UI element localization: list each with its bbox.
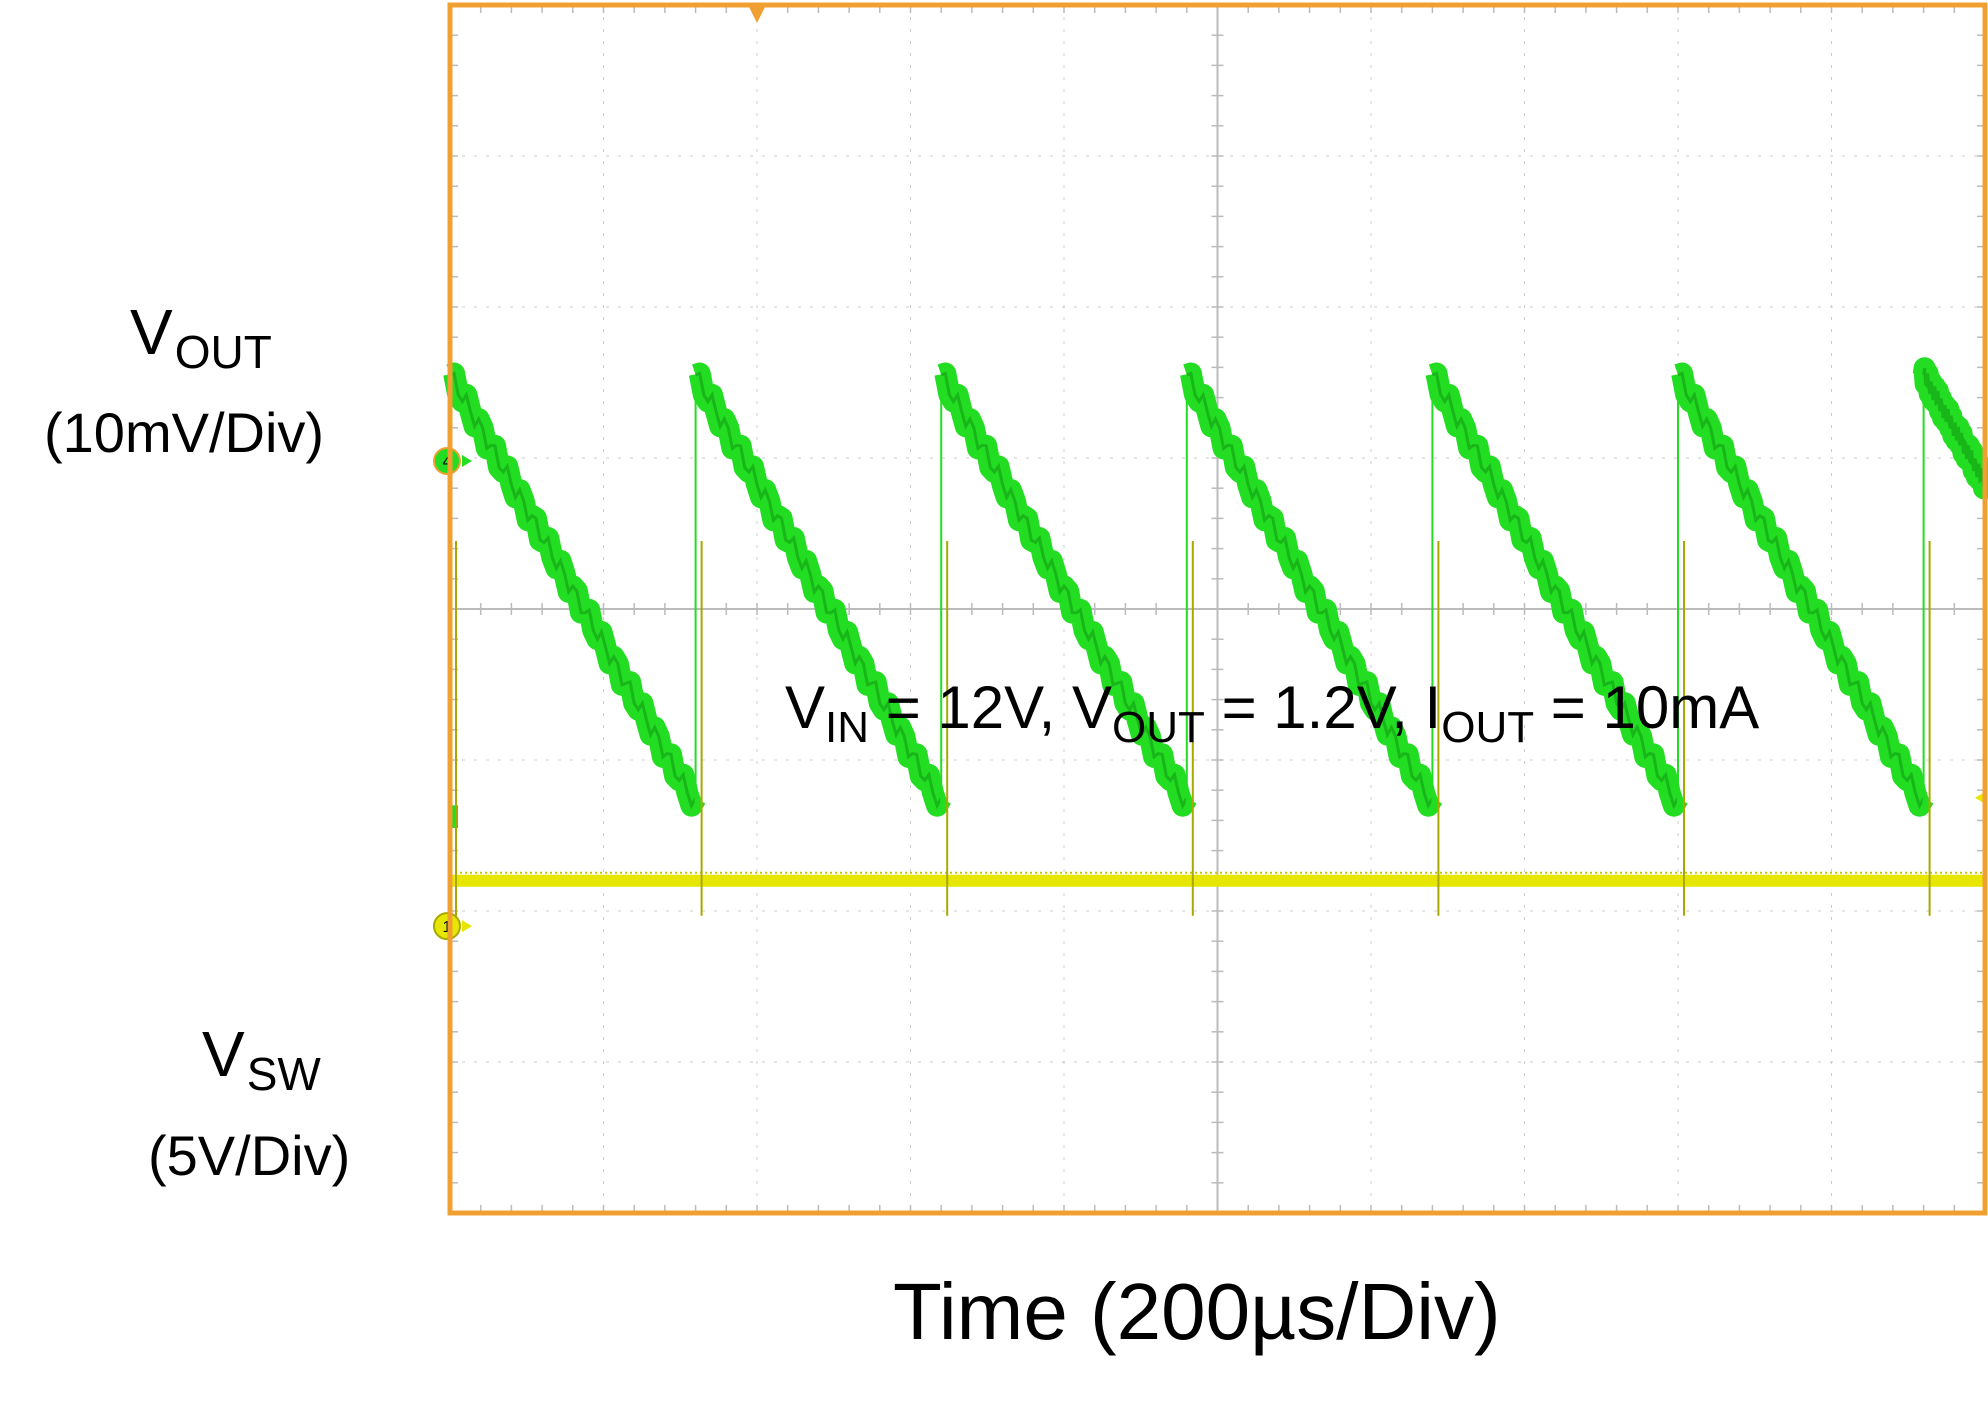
channel-4-marker-icon (433, 447, 461, 476)
channel-arrow-icon (462, 920, 472, 933)
grid (450, 5, 1985, 1213)
plot-frame (447, 2, 1988, 1216)
channel-4-marker-label: 4 (443, 454, 452, 471)
vout-ramp-core (940, 371, 1189, 810)
vout-ramp-core (1677, 371, 1925, 810)
vout-ramp-core (449, 371, 697, 810)
vsw-waveform (450, 541, 1985, 916)
vout-ramp-core (1922, 367, 1987, 489)
vout-ramp-core (1431, 371, 1680, 810)
vout-ramp-core (695, 371, 943, 810)
vout-ramp-core (1186, 371, 1434, 810)
channel-1-marker-icon (433, 912, 461, 941)
vout-channel-label: VOUT (130, 296, 272, 378)
vout-scale-label: (10mV/Div) (44, 401, 325, 464)
vsw-channel-label: VSW (202, 1018, 321, 1100)
channel-1-marker-label: 1 (443, 919, 452, 936)
vsw-scale-label: (5V/Div) (148, 1124, 351, 1187)
test-conditions-annotation: VIN = 12V, VOUT = 1.2V, IOUT = 10mA (785, 674, 1760, 752)
trigger-position-icon (749, 7, 765, 23)
x-axis-label: Time (200µs/Div) (893, 1267, 1501, 1356)
channel-arrow-icon (462, 455, 472, 468)
vout-waveform (443, 357, 1988, 828)
